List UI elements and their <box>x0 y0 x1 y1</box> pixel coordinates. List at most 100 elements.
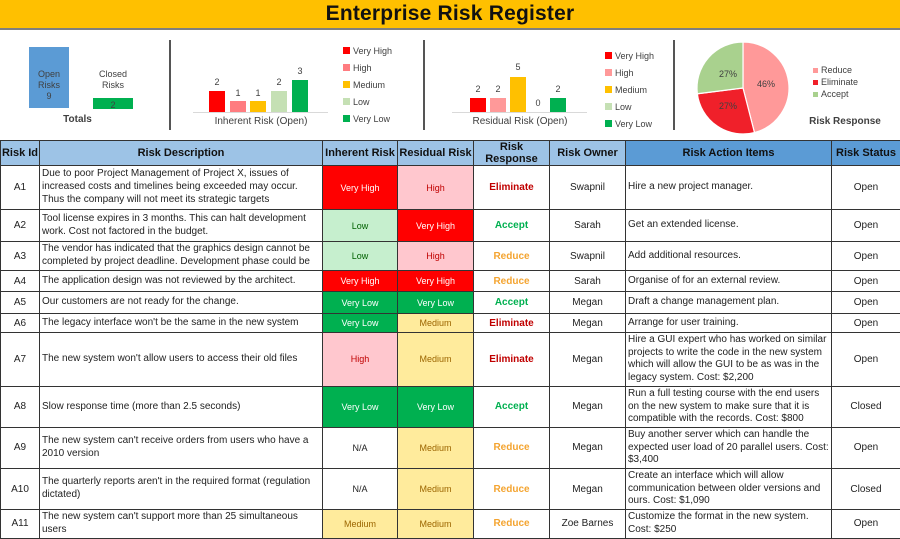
risk-description-cell[interactable]: The legacy interface won't be the same i… <box>40 314 323 333</box>
header-residual-risk[interactable]: Residual Risk <box>398 141 474 166</box>
risk-status-cell[interactable]: Open <box>832 292 900 314</box>
risk-id-cell[interactable]: A4 <box>1 271 40 292</box>
risk-status-cell[interactable]: Open <box>832 210 900 242</box>
risk-id-cell[interactable]: A1 <box>1 166 40 210</box>
header-inherent-risk[interactable]: Inherent Risk <box>323 141 398 166</box>
risk-response-cell[interactable]: Accept <box>474 292 550 314</box>
inherent-risk-cell[interactable]: High <box>323 333 398 387</box>
risk-description-cell[interactable]: Our customers are not ready for the chan… <box>40 292 323 314</box>
risk-description-cell[interactable]: Due to poor Project Management of Projec… <box>40 166 323 210</box>
risk-id-cell[interactable]: A11 <box>1 510 40 538</box>
header-risk-status[interactable]: Risk Status <box>832 141 900 166</box>
inherent-risk-cell[interactable]: N/A <box>323 469 398 510</box>
inherent-risk-cell[interactable]: Very High <box>323 271 398 292</box>
inherent-risk-cell[interactable]: Very High <box>323 166 398 210</box>
risk-description-cell[interactable]: The quarterly reports aren't in the requ… <box>40 469 323 510</box>
risk-description-cell[interactable]: The new system won't allow users to acce… <box>40 333 323 387</box>
inherent-risk-cell[interactable]: Low <box>323 210 398 242</box>
header-risk-description[interactable]: Risk Description <box>40 141 323 166</box>
risk-description-cell[interactable]: Slow response time (more than 2.5 second… <box>40 386 323 427</box>
residual-risk-cell[interactable]: Very Low <box>398 292 474 314</box>
risk-action-cell[interactable]: Run a full testing course with the end u… <box>626 386 832 427</box>
residual-risk-cell[interactable]: Medium <box>398 314 474 333</box>
header-risk-action-items[interactable]: Risk Action Items <box>626 141 832 166</box>
risk-owner-cell[interactable]: Megan <box>550 469 626 510</box>
residual-risk-cell[interactable]: Medium <box>398 469 474 510</box>
risk-action-cell[interactable]: Get an extended license. <box>626 210 832 242</box>
risk-response-cell[interactable]: Eliminate <box>474 166 550 210</box>
inherent-risk-cell[interactable]: Very Low <box>323 386 398 427</box>
risk-id-cell[interactable]: A6 <box>1 314 40 333</box>
inherent-risk-cell[interactable]: Very Low <box>323 292 398 314</box>
risk-status-cell[interactable]: Open <box>832 271 900 292</box>
risk-response-cell[interactable]: Reduce <box>474 510 550 538</box>
residual-risk-cell[interactable]: High <box>398 242 474 271</box>
risk-response-cell[interactable]: Accept <box>474 210 550 242</box>
risk-action-cell[interactable]: Hire a GUI expert who has worked on simi… <box>626 333 832 387</box>
risk-response-cell[interactable]: Reduce <box>474 427 550 468</box>
residual-risk-cell[interactable]: Very High <box>398 271 474 292</box>
risk-owner-cell[interactable]: Megan <box>550 386 626 427</box>
risk-response-cell[interactable]: Eliminate <box>474 314 550 333</box>
inherent-risk-cell[interactable]: Medium <box>323 510 398 538</box>
risk-id-cell[interactable]: A5 <box>1 292 40 314</box>
header-risk-owner[interactable]: Risk Owner <box>550 141 626 166</box>
residual-risk-cell[interactable]: High <box>398 166 474 210</box>
risk-owner-cell[interactable]: Megan <box>550 292 626 314</box>
risk-action-cell[interactable]: Create an interface which will allow com… <box>626 469 832 510</box>
risk-owner-cell[interactable]: Sarah <box>550 210 626 242</box>
residual-risk-cell[interactable]: Medium <box>398 333 474 387</box>
risk-response-cell[interactable]: Reduce <box>474 469 550 510</box>
risk-description-cell[interactable]: The vendor has indicated that the graphi… <box>40 242 323 271</box>
inherent-risk-cell[interactable]: N/A <box>323 427 398 468</box>
risk-response-cell[interactable]: Reduce <box>474 271 550 292</box>
risk-id-cell[interactable]: A10 <box>1 469 40 510</box>
risk-action-cell[interactable]: Draft a change management plan. <box>626 292 832 314</box>
risk-status-cell[interactable]: Open <box>832 166 900 210</box>
risk-id-cell[interactable]: A3 <box>1 242 40 271</box>
risk-id-cell[interactable]: A7 <box>1 333 40 387</box>
risk-response-cell[interactable]: Accept <box>474 386 550 427</box>
header-risk-id[interactable]: Risk Id <box>1 141 40 166</box>
risk-action-cell[interactable]: Buy another server which can handle the … <box>626 427 832 468</box>
risk-owner-cell[interactable]: Megan <box>550 314 626 333</box>
risk-response-cell[interactable]: Eliminate <box>474 333 550 387</box>
risk-response-cell[interactable]: Reduce <box>474 242 550 271</box>
risk-owner-cell[interactable]: Zoe Barnes <box>550 510 626 538</box>
risk-status-cell[interactable]: Open <box>832 314 900 333</box>
risk-action-cell[interactable]: Hire a new project manager. <box>626 166 832 210</box>
risk-action-cell[interactable]: Add additional resources. <box>626 242 832 271</box>
risk-id-cell[interactable]: A8 <box>1 386 40 427</box>
risk-status-cell[interactable]: Open <box>832 333 900 387</box>
inherent-risk-cell[interactable]: Low <box>323 242 398 271</box>
inherent-risk-cell[interactable]: Very Low <box>323 314 398 333</box>
risk-description-cell[interactable]: The application design was not reviewed … <box>40 271 323 292</box>
residual-risk-cell[interactable]: Medium <box>398 510 474 538</box>
residual-risk-cell[interactable]: Medium <box>398 427 474 468</box>
risk-description-cell[interactable]: Tool license expires in 3 months. This c… <box>40 210 323 242</box>
risk-description-cell[interactable]: The new system can't support more than 2… <box>40 510 323 538</box>
risk-description-cell[interactable]: The new system can't receive orders from… <box>40 427 323 468</box>
risk-action-cell[interactable]: Customize the format in the new system. … <box>626 510 832 538</box>
risk-status-cell[interactable]: Open <box>832 510 900 538</box>
header-risk-response[interactable]: Risk Response <box>474 141 550 166</box>
risk-status-cell[interactable]: Closed <box>832 469 900 510</box>
risk-id-cell[interactable]: A2 <box>1 210 40 242</box>
risk-action-cell[interactable]: Arrange for user training. <box>626 314 832 333</box>
risk-status-cell[interactable]: Open <box>832 427 900 468</box>
risk-action-cell[interactable]: Organise of for an external review. <box>626 271 832 292</box>
risk-owner-cell[interactable]: Sarah <box>550 271 626 292</box>
risk-status-cell[interactable]: Open <box>832 242 900 271</box>
risk-owner-cell[interactable]: Megan <box>550 427 626 468</box>
